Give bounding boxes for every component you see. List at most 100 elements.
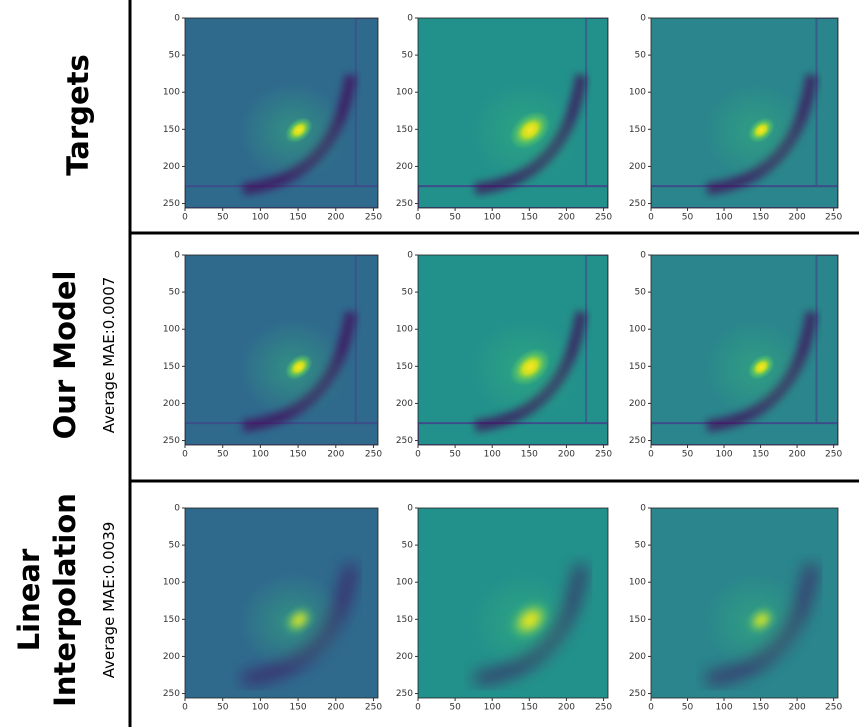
heatmap-image [418,255,608,445]
x-tick-label: 150 [521,703,538,713]
y-tick-label: 100 [396,325,413,335]
y-tick-label: 100 [629,88,646,98]
y-tick-label: 50 [169,51,181,61]
frame [184,17,379,209]
x-tick-label: 0 [648,213,654,223]
x-tick-label: 250 [365,450,382,460]
x-tick-label: 250 [825,703,842,713]
y-tick-label: 0 [640,504,646,514]
frame [650,17,839,209]
x-tick-label: 100 [484,450,501,460]
y-tick-label: 200 [396,399,413,409]
frame [650,254,839,446]
y-tick-label: 100 [163,325,180,335]
x-tick-label: 0 [415,703,421,713]
x-tick-label: 50 [217,703,229,713]
y-tick-label: 250 [629,199,646,209]
y-tick-label: 200 [396,162,413,172]
x-tick-label: 100 [715,703,732,713]
x-tick-label: 0 [415,450,421,460]
row-subtitle: Average MAE:0.0007 [100,277,118,434]
y-tick-label: 50 [635,541,647,551]
y-tick-label: 200 [163,652,180,662]
x-tick-label: 150 [752,703,769,713]
y-tick-label: 250 [396,689,413,699]
x-tick-label: 50 [449,450,461,460]
x-tick-label: 0 [182,213,188,223]
heatmap-panel: 0 0 50 50 100 100 150 150 200 200 250 250 [396,504,613,713]
y-tick-label: 150 [163,362,180,372]
y-tick-label: 100 [163,578,180,588]
y-tick-label: 150 [629,362,646,372]
x-tick-label: 50 [449,703,461,713]
frame [650,507,839,699]
bright-spot [285,354,313,380]
y-tick-label: 50 [635,288,647,298]
x-tick-label: 50 [682,213,694,223]
heatmap-image [418,18,608,208]
x-tick-label: 200 [327,450,344,460]
y-tick-label: 100 [629,578,646,588]
x-tick-label: 150 [289,703,306,713]
x-tick-label: 100 [252,703,269,713]
bright-spot [285,117,313,143]
x-tick-label: 0 [415,213,421,223]
x-tick-label: 100 [715,213,732,223]
x-tick-label: 200 [327,213,344,223]
x-tick-label: 50 [217,450,229,460]
row-subtitle: Average MAE:0.0039 [100,522,118,679]
y-tick-label: 0 [174,504,180,514]
y-tick-label: 150 [396,615,413,625]
y-tick-label: 250 [163,436,180,446]
bright-spot [285,607,313,633]
frame [184,254,379,446]
y-tick-label: 250 [629,436,646,446]
x-tick-label: 250 [595,213,612,223]
y-tick-label: 0 [407,14,413,24]
heatmap-image [651,255,838,445]
heatmap-image [185,18,378,208]
row-title: Our Model [48,271,82,440]
frame [184,507,379,699]
y-tick-label: 250 [396,199,413,209]
heatmap-image [185,255,378,445]
x-tick-label: 0 [648,450,654,460]
y-tick-label: 100 [396,578,413,588]
heatmap-image [651,18,838,208]
y-tick-label: 200 [629,162,646,172]
heatmap-panel: 0 0 50 50 100 100 150 150 200 200 250 250 [163,251,383,460]
bright-spot [748,607,775,633]
heatmap-image [418,508,608,698]
y-tick-label: 50 [402,51,414,61]
heatmap-panel: 0 0 50 50 100 100 150 150 200 200 250 250 [396,14,613,223]
x-tick-label: 200 [558,703,575,713]
x-tick-label: 200 [558,450,575,460]
y-tick-label: 0 [174,14,180,24]
heatmap-panel: 0 0 50 50 100 100 150 150 200 200 250 250 [396,251,613,460]
bright-spot [509,348,551,387]
x-tick-label: 200 [789,450,806,460]
row-title: Linear [12,548,46,651]
y-tick-label: 50 [169,541,181,551]
y-tick-label: 100 [629,325,646,335]
bright-spot [748,354,775,380]
frame [417,254,609,446]
y-tick-label: 250 [163,689,180,699]
y-tick-label: 100 [396,88,413,98]
y-tick-label: 200 [396,652,413,662]
border-region [815,255,838,445]
border-region [418,422,608,445]
x-tick-label: 250 [595,703,612,713]
y-tick-label: 0 [407,504,413,514]
heatmap-panel: 0 0 50 50 100 100 150 150 200 200 250 250 [163,504,383,713]
x-tick-label: 50 [217,213,229,223]
bright-spot [509,601,551,640]
border-region [651,422,838,445]
y-tick-label: 150 [163,615,180,625]
y-tick-label: 200 [163,162,180,172]
x-tick-label: 150 [289,450,306,460]
y-tick-label: 50 [402,541,414,551]
y-tick-label: 150 [396,125,413,135]
